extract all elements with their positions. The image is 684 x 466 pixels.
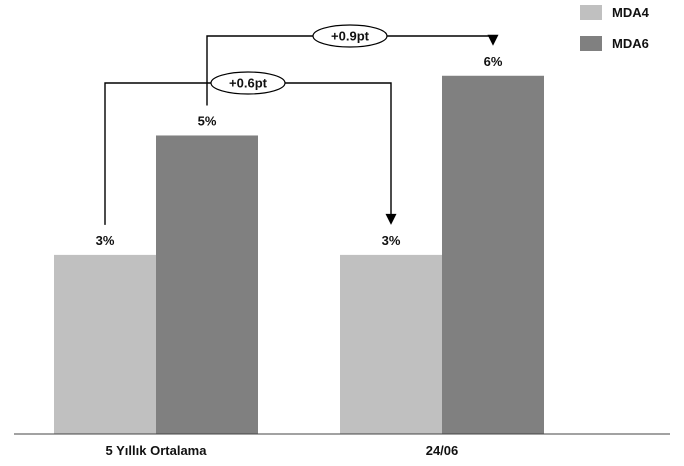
data-label-mda6-1: 6%	[484, 54, 503, 69]
legend-swatch-mda4	[580, 5, 602, 20]
bar-mda6-1	[442, 75, 544, 434]
legend-label-mda6: MDA6	[612, 36, 649, 51]
data-label-mda4-1: 3%	[382, 233, 401, 248]
annotation-label-0: +0.6pt	[229, 76, 268, 91]
annotation-bracket-1: +0.9pt	[206, 24, 499, 106]
category-label-5-year-average: 5 Yıllık Ortalama	[106, 443, 208, 458]
legend: MDA4 MDA6	[580, 5, 650, 51]
annotation-pill-1	[312, 24, 388, 48]
legend-swatch-mda6	[580, 36, 602, 51]
data-label-mda4-0: 3%	[96, 233, 115, 248]
bar-mda4-1	[340, 254, 442, 434]
annotation-arrowhead-1	[487, 34, 499, 46]
bar-mda4-0	[54, 254, 156, 434]
bar-mda6-0	[156, 135, 258, 434]
annotation-arrowhead-0	[385, 213, 397, 225]
data-label-mda6-0: 5%	[198, 113, 217, 128]
change-annotations: +0.6pt +0.9pt	[104, 24, 499, 225]
annotation-pill-0	[210, 71, 286, 95]
category-label-24-06: 24/06	[426, 443, 459, 458]
legend-label-mda4: MDA4	[612, 5, 650, 20]
annotation-label-1: +0.9pt	[331, 29, 370, 44]
bar-labels: 3% 3% 5% 6%	[96, 54, 503, 248]
annotation-bracket-0: +0.6pt	[104, 71, 397, 225]
category-labels: 5 Yıllık Ortalama 24/06	[106, 443, 459, 458]
bars	[54, 75, 544, 434]
